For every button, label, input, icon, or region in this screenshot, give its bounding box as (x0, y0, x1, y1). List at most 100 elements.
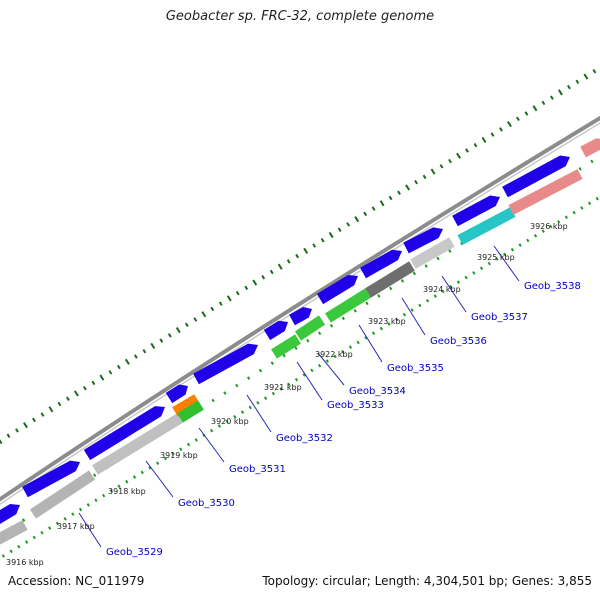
bp-tick-mark (348, 345, 353, 349)
skew-dot (270, 361, 274, 365)
skew-dot (400, 279, 405, 283)
skew-dot (456, 152, 461, 159)
skew-dot (424, 264, 428, 268)
bp-scale-label: 3925 kbp (477, 253, 515, 262)
bp-tick-mark (17, 544, 21, 549)
forward-gene-arrow[interactable] (22, 457, 83, 498)
skew-dot (379, 200, 385, 207)
bp-tick-mark (371, 331, 376, 336)
cog-gene-bar (508, 169, 583, 215)
bp-tick-mark (402, 312, 407, 317)
cog-track (0, 169, 583, 546)
skew-dot (578, 167, 582, 171)
skew-dot (66, 396, 70, 401)
bp-tick-mark (356, 340, 360, 345)
forward-gene-arrow[interactable] (165, 381, 191, 404)
skew-dot (337, 227, 342, 232)
skew-dot (235, 290, 240, 296)
skew-dot (108, 370, 113, 375)
gene-label[interactable]: Geob_3533 (327, 400, 384, 411)
skew-dot (0, 439, 3, 445)
bp-tick-mark (341, 349, 345, 354)
bp-tick-mark (379, 326, 383, 331)
bp-tick-mark (302, 373, 306, 377)
bp-tick-mark (186, 442, 191, 447)
skew-dot (341, 316, 345, 321)
skew-dot (312, 243, 317, 248)
bp-tick-mark (564, 215, 569, 220)
gene-label[interactable]: Geob_3532 (276, 433, 333, 444)
bp-tick-mark (248, 405, 252, 410)
skew-dot (193, 317, 198, 322)
bp-tick-mark (510, 247, 515, 252)
skew-dot (175, 327, 181, 334)
forward-gene-arrow[interactable] (580, 135, 600, 158)
forward-gene-arrow[interactable] (360, 246, 405, 279)
forward-gene-arrow[interactable] (452, 192, 503, 227)
bp-tick-mark (140, 470, 144, 475)
bp-tick-mark (102, 493, 106, 498)
forward-gene-arrow[interactable] (193, 340, 261, 385)
skew-dot (318, 331, 322, 336)
skew-dot (436, 256, 440, 261)
skew-dot (150, 342, 156, 349)
forward-gene-arrow[interactable] (0, 500, 23, 526)
forward-gene-arrow[interactable] (502, 152, 573, 198)
skew-dot (124, 358, 130, 365)
bp-tick-mark (263, 396, 268, 400)
forward-gene-arrow[interactable] (289, 304, 315, 326)
skew-dot (397, 190, 401, 195)
skew-dot (23, 422, 28, 429)
skew-dot (430, 168, 436, 175)
backbone-line (0, 115, 600, 502)
skew-dot (303, 247, 309, 254)
bp-tick-mark (487, 261, 491, 266)
gene-label[interactable]: Geob_3538 (524, 281, 581, 292)
bp-tick-mark (549, 224, 553, 229)
skew-dot (282, 353, 286, 358)
gene-label[interactable]: Geob_3534 (349, 386, 406, 397)
cog-gene-bar (0, 520, 28, 546)
skew-dot (557, 89, 563, 96)
skew-dot (422, 174, 427, 180)
skew-dot (159, 338, 164, 343)
forward-gene-arrow[interactable] (403, 224, 445, 254)
skew-dot (246, 376, 251, 380)
skew-dot (295, 253, 300, 259)
bp-tick-mark (9, 549, 13, 554)
bp-scale-label: 3920 kbp (211, 417, 249, 426)
bp-tick-mark (1, 554, 6, 558)
forward-gene-arrow[interactable] (263, 317, 291, 341)
bp-tick-mark (109, 489, 114, 493)
skew-dot (414, 179, 418, 185)
skew-dot (499, 127, 503, 132)
skew-dot (226, 295, 232, 302)
gene-label[interactable]: Geob_3536 (430, 336, 487, 347)
forward-gene-arrow[interactable] (316, 271, 361, 305)
bp-tick-mark (433, 294, 437, 298)
bp-tick-mark (179, 447, 183, 452)
skew-dot (210, 306, 215, 312)
skew-dot (524, 111, 529, 116)
forward-gene-arrow[interactable] (83, 402, 168, 461)
gene-leader-line (493, 245, 520, 282)
skew-dot (40, 412, 45, 417)
gene-label[interactable]: Geob_3531 (229, 464, 286, 475)
bp-tick-mark (541, 229, 545, 233)
skew-dot (532, 105, 538, 112)
bp-scale-label: 3918 kbp (108, 487, 146, 496)
bp-tick-mark (479, 266, 484, 271)
gene-label[interactable]: Geob_3529 (106, 547, 163, 558)
gene-label[interactable]: Geob_3535 (387, 363, 444, 374)
skew-dot (405, 184, 411, 191)
gene-label[interactable]: Geob_3537 (471, 312, 528, 323)
bp-tick-mark (156, 461, 160, 465)
bp-tick-mark (364, 336, 368, 340)
skew-dot (377, 294, 381, 298)
bp-scale-label: 3924 kbp (423, 285, 461, 294)
gene-label[interactable]: Geob_3530 (178, 498, 235, 509)
bp-tick-mark (163, 456, 168, 461)
bp-tick-mark (449, 285, 453, 289)
skew-dot (353, 309, 357, 313)
